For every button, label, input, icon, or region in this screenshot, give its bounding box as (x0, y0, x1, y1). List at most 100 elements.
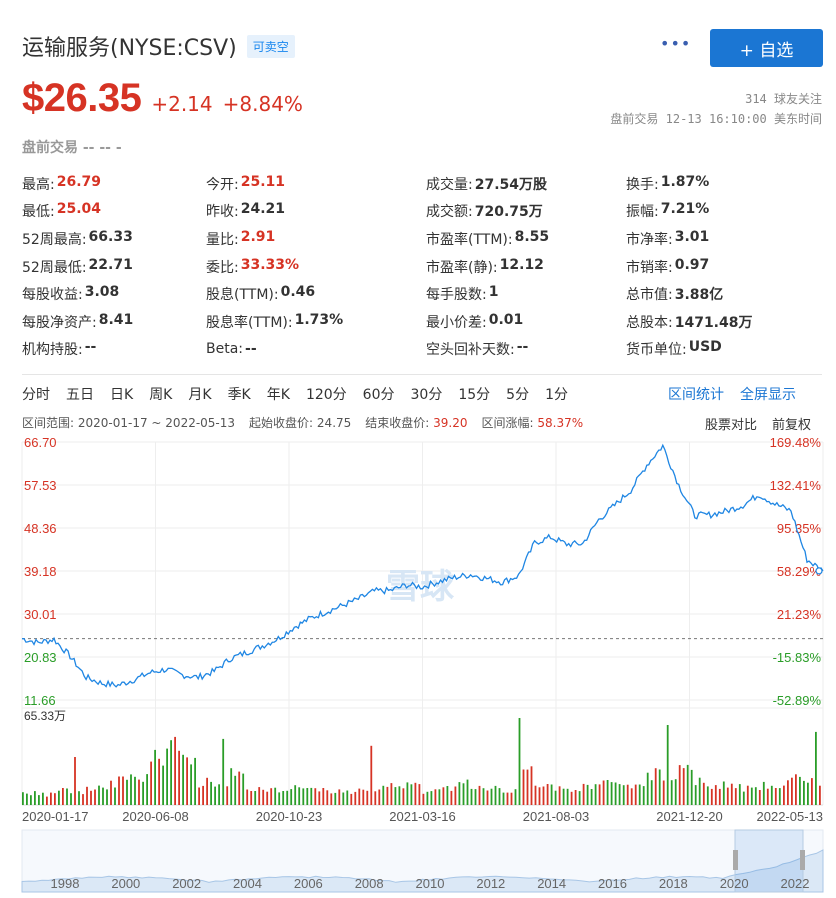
y-tick-label: 11.66 (24, 693, 56, 708)
volume-bar (370, 745, 373, 805)
compare-button[interactable]: 股票对比 (705, 418, 758, 433)
overview-handle-right[interactable] (800, 850, 805, 870)
quote-label: 最低: (22, 204, 55, 221)
period-tab[interactable]: 1分 (545, 387, 568, 403)
stock-name: 运输服务(NYSE:CSV) (22, 36, 237, 61)
period-tab[interactable]: 30分 (410, 387, 443, 403)
volume-bar (262, 789, 265, 805)
period-tab[interactable]: 月K (188, 387, 212, 403)
volume-bar (406, 782, 409, 805)
volume-bar (210, 781, 212, 805)
volume-bar (62, 788, 64, 805)
period-tab[interactable]: 120分 (305, 387, 347, 403)
quote-value: 720.75万 (474, 204, 543, 221)
quote-label: Beta: (206, 341, 244, 358)
volume-bar (783, 785, 785, 805)
volume-bar (430, 791, 433, 805)
volume-bar (398, 786, 401, 805)
volume-bar (498, 788, 501, 805)
volume-bar (815, 731, 817, 805)
volume-bar (382, 785, 385, 805)
y-tick-label-pct: 58.29% (777, 564, 822, 579)
quote-value: 3.01 (674, 228, 710, 245)
volume-bar (30, 795, 32, 805)
quote-label: 最高: (22, 176, 55, 193)
volume-bar (706, 786, 709, 805)
quote-cell: 总市值: 3.88亿 (626, 284, 822, 304)
volume-bar (787, 780, 789, 805)
period-tab[interactable]: 5分 (506, 387, 530, 403)
quote-row: 最低: 25.04 昨收: 24.21 成交额: 720.75万 振幅: 7.21% (22, 198, 822, 226)
add-watchlist-button[interactable]: + 自选 (710, 29, 823, 67)
quote-value: 1.73% (294, 311, 344, 328)
quote-value: 3.08 (84, 284, 120, 301)
volume-bar (322, 788, 325, 805)
volume-bar (154, 749, 156, 805)
adjust-button[interactable]: 前复权 (772, 418, 812, 433)
volume-bar (286, 790, 289, 805)
quote-value: 12.12 (499, 256, 544, 273)
quote-row: 每股收益: 3.08 股息(TTM): 0.46 每手股数: 1 总市值: 3.88亿 (22, 280, 822, 308)
volume-bar (282, 791, 285, 805)
volume-bar (722, 781, 725, 805)
volume-bar (590, 789, 593, 805)
volume-bar (102, 787, 104, 805)
period-tab[interactable]: 五日 (66, 387, 94, 403)
quote-value: USD (688, 339, 722, 356)
volume-bar (202, 785, 204, 805)
volume-bar (610, 782, 613, 805)
price-chart[interactable]: 66.70 57.53 48.36 39.18 30.01 20.83 11.66 169.… (0, 420, 836, 898)
volume-bar (162, 765, 164, 805)
x-tick-label: 2020-06-08 (122, 809, 189, 824)
volume-bar (770, 785, 773, 805)
fullscreen-link[interactable]: 全屏显示 (740, 387, 796, 403)
period-tab[interactable]: 季K (227, 387, 251, 403)
volume-bar (150, 761, 152, 805)
volume-bar (819, 785, 821, 805)
overview-year-label: 2018 (659, 876, 688, 891)
quote-label: 空头回补天数: (426, 342, 515, 359)
quote-label: 每手股数: (426, 287, 487, 304)
quote-cell: 市销率: 0.97 (626, 257, 822, 277)
volume-bar (510, 792, 513, 805)
period-tab[interactable]: 分时 (22, 387, 50, 403)
volume-bar (346, 790, 349, 805)
start-close-label: 起始收盘价: (249, 416, 314, 430)
more-menu-button[interactable]: ••• (660, 34, 692, 53)
volume-bar (586, 784, 589, 805)
quote-label: 货币单位: (626, 342, 687, 359)
volume-bar (310, 787, 313, 805)
volume-bar (186, 757, 188, 805)
volume-bar (690, 769, 693, 805)
overview-year-label: 2002 (172, 876, 201, 891)
period-tab[interactable]: 15分 (458, 387, 491, 403)
x-tick-label: 2020-10-23 (256, 809, 323, 824)
quote-cell: 最小价差: 0.01 (426, 312, 626, 332)
period-tab[interactable]: 日K (110, 387, 134, 403)
interval-stats-link[interactable]: 区间统计 (668, 387, 724, 403)
quote-cell: 股息率(TTM): 1.73% (206, 312, 426, 332)
volume-bar (134, 776, 136, 805)
volume-bar (546, 784, 549, 805)
divider (22, 374, 822, 375)
overview-handle-left[interactable] (733, 850, 738, 870)
volume-bar (811, 778, 813, 805)
period-tab[interactable]: 周K (149, 387, 173, 403)
y-tick-label-pct: 132.41% (770, 478, 822, 493)
period-tab[interactable]: 60分 (362, 387, 395, 403)
range-change-label: 区间涨幅: (481, 416, 534, 430)
volume-bar (650, 780, 653, 805)
volume-bar (570, 791, 573, 805)
period-tab[interactable]: 年K (266, 387, 290, 403)
volume-bar (386, 786, 389, 805)
quote-value: 0.46 (280, 284, 316, 301)
volume-bar (807, 782, 809, 805)
quote-cell: 每手股数: 1 (426, 284, 626, 304)
quote-label: 股息(TTM): (206, 287, 279, 304)
volume-bar (74, 757, 76, 805)
range-value: 2020-01-17 ~ 2022-05-13 (77, 416, 236, 430)
tab-links: 区间统计 全屏显示 (668, 380, 796, 408)
quote-value: 3.88亿 (674, 287, 724, 304)
volume-bar (754, 787, 757, 805)
price-change-pct: +8.84% (222, 92, 303, 116)
